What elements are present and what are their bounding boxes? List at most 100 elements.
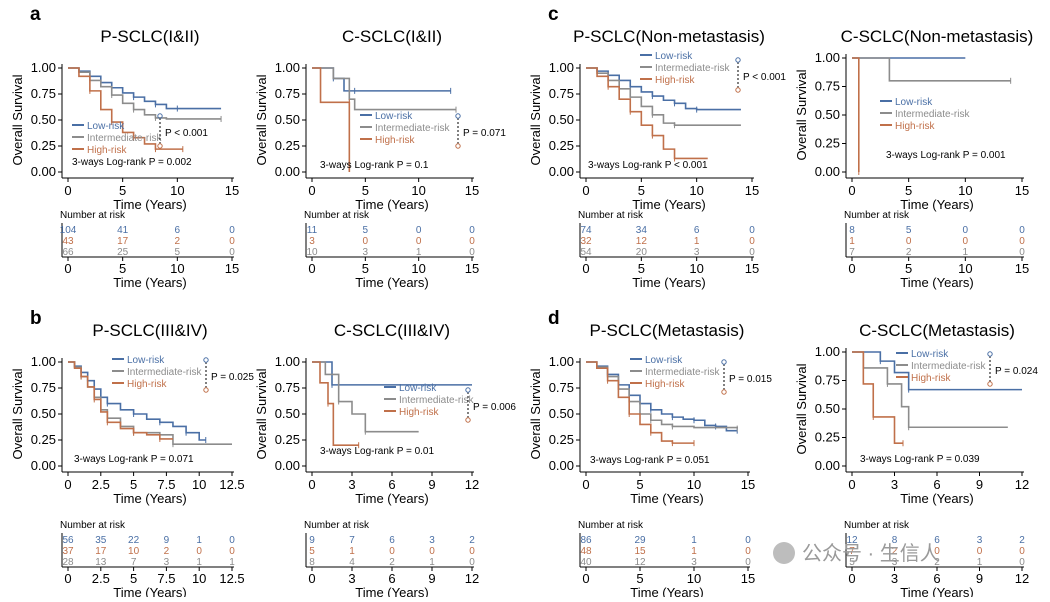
watermark: 公众号 · 生信人 [773, 542, 940, 565]
legend-label-intermediate: Intermediate-risk [895, 109, 970, 120]
p-value-3way: 3-ways Log-rank P = 0.051 [590, 455, 710, 466]
y-tick-label: 0.00 [275, 458, 300, 473]
x-tick-label: 15 [225, 183, 239, 198]
risk-count-low: 3 [429, 535, 435, 546]
risk-x-tick-label: 15 [745, 261, 759, 276]
x-axis-label: Time (Years) [900, 491, 973, 506]
risk-count-low: 9 [164, 535, 170, 546]
risk-count-high: 0 [363, 236, 369, 247]
p-value-3way: 3-ways Log-rank P = 0.071 [74, 454, 194, 465]
y-axis-label: Overall Survival [10, 74, 25, 165]
legend-label-low: Low-risk [655, 51, 693, 62]
risk-x-tick-label: 12.5 [219, 571, 244, 586]
risk-count-high: 0 [416, 236, 422, 247]
chart-title: P-SCLC(Non-metastasis) [573, 27, 765, 46]
risk-table-title: Number at risk [578, 210, 644, 221]
y-tick-label: 0.25 [815, 430, 840, 445]
x-tick-label: 0 [308, 183, 315, 198]
watermark-text: 公众号 · 生信人 [802, 542, 940, 565]
risk-count-intermediate: 1 [429, 557, 435, 568]
x-tick-label: 10 [689, 183, 703, 198]
risk-count-intermediate: 25 [117, 247, 129, 258]
risk-count-intermediate: 20 [636, 247, 648, 258]
y-tick-label: 0.25 [549, 138, 574, 153]
risk-count-intermediate: 0 [229, 247, 235, 258]
risk-x-tick-label: 10 [687, 571, 701, 586]
chart-2: C-SCLC(I&II)0.000.250.500.751.000 5 10 15Ti… [254, 27, 506, 290]
legend-label-high: High-risk [911, 373, 951, 384]
p-value-pairwise: P = 0.015 [729, 374, 772, 385]
risk-count-low: 11 [307, 225, 318, 236]
km-curve-high [852, 351, 903, 444]
y-tick-label: 0.25 [31, 138, 56, 153]
legend-label-intermediate: Intermediate-risk [399, 395, 474, 406]
x-tick-label: 9 [428, 477, 435, 492]
risk-count-low: 0 [963, 225, 969, 236]
y-tick-label: 1.00 [815, 344, 840, 359]
legend-label-high: High-risk [655, 75, 695, 86]
p-value-pairwise: P = 0.006 [473, 402, 516, 413]
risk-count-low: 0 [229, 535, 235, 546]
x-axis-label: Time (Years) [632, 197, 705, 212]
y-tick-label: 0.50 [549, 406, 574, 421]
y-tick-label: 0.75 [31, 380, 56, 395]
x-tick-label: 5 [119, 183, 126, 198]
chart-5: b P-SCLC(III&IV) 0.00 0.25 0.50 0.75 1.00 0 2.5 5… [10, 308, 254, 600]
y-tick-label: 0.25 [31, 432, 56, 447]
chart-4: C-SCLC(Non-metastasis) 0.00 0.25 0.50 0.75 1.… [794, 27, 1033, 290]
risk-count-intermediate: 3 [892, 557, 898, 568]
risk-count-high: 0 [1019, 546, 1025, 557]
y-tick-label: 1.00 [815, 50, 840, 65]
legend-label-intermediate: Intermediate-risk [375, 123, 450, 134]
risk-count-low: 1 [196, 535, 202, 546]
legend-label-intermediate: Intermediate-risk [127, 367, 202, 378]
risk-count-intermediate: 2 [389, 557, 395, 568]
risk-count-intermediate: 0 [1019, 557, 1025, 568]
p-value-3way: 3-ways Log-rank P < 0.001 [588, 160, 708, 171]
risk-x-tick-label: 6 [388, 571, 395, 586]
risk-count-low: 35 [95, 535, 107, 546]
chart-title: C-SCLC(Non-metastasis) [841, 27, 1034, 46]
p-bracket-end-high [455, 143, 461, 149]
x-axis-label: Time (Years) [900, 197, 973, 212]
risk-x-tick-label: 12 [465, 571, 479, 586]
km-curve-intermediate [312, 67, 456, 111]
risk-count-intermediate: 5 [175, 247, 181, 258]
risk-x-tick-label: 10 [958, 261, 972, 276]
legend-label-high: High-risk [895, 121, 935, 132]
risk-count-high: 0 [906, 236, 912, 247]
legend-label-high: High-risk [127, 379, 167, 390]
y-tick-label: 0.50 [31, 406, 56, 421]
risk-count-low: 12 [846, 535, 858, 546]
y-axis-label: Overall Survival [794, 363, 809, 454]
p-value-pairwise: P = 0.024 [995, 366, 1038, 377]
risk-count-intermediate: 3 [164, 557, 170, 568]
chart-1: a P-SCLC(I&II) 0.00 0.25 0.50 0.75 1.00 0 5 10 15 T… [10, 4, 239, 290]
risk-count-high: 1 [849, 236, 855, 247]
y-tick-label: 0.00 [31, 164, 56, 179]
risk-count-high: 43 [62, 236, 74, 247]
risk-count-intermediate: 1 [229, 557, 235, 568]
risk-x-tick-label: 2.5 [92, 571, 110, 586]
legend-label-high: High-risk [375, 135, 415, 146]
risk-x-tick-label: 3 [891, 571, 898, 586]
km-curve-high [852, 57, 860, 172]
y-tick-label: 0.50 [815, 107, 840, 122]
risk-count-high: 1 [694, 236, 700, 247]
risk-count-low: 2 [1019, 535, 1025, 546]
risk-count-intermediate: 12 [634, 557, 646, 568]
risk-count-intermediate: 5 [849, 557, 855, 568]
y-tick-label: 0.50 [815, 401, 840, 416]
risk-x-tick-label: 0 [582, 261, 589, 276]
risk-count-high: 2 [892, 546, 898, 557]
risk-count-intermediate: 1 [196, 557, 202, 568]
x-tick-label: 7.5 [157, 477, 175, 492]
panel-label: b [30, 308, 42, 329]
risk-count-low: 5 [363, 225, 369, 236]
risk-x-tick-label: 12 [1015, 571, 1029, 586]
